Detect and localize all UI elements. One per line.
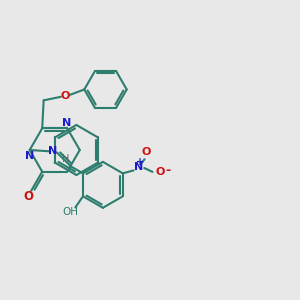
Text: O: O bbox=[142, 147, 151, 157]
Text: O: O bbox=[23, 190, 33, 203]
Text: OH: OH bbox=[62, 207, 78, 217]
Text: +: + bbox=[136, 158, 145, 167]
Text: N: N bbox=[48, 146, 57, 156]
Text: H: H bbox=[62, 154, 70, 164]
Text: N: N bbox=[25, 151, 34, 161]
Text: O: O bbox=[60, 91, 70, 101]
Text: N: N bbox=[62, 118, 71, 128]
Text: O: O bbox=[155, 167, 165, 177]
Text: N: N bbox=[134, 162, 144, 172]
Text: -: - bbox=[165, 164, 170, 177]
